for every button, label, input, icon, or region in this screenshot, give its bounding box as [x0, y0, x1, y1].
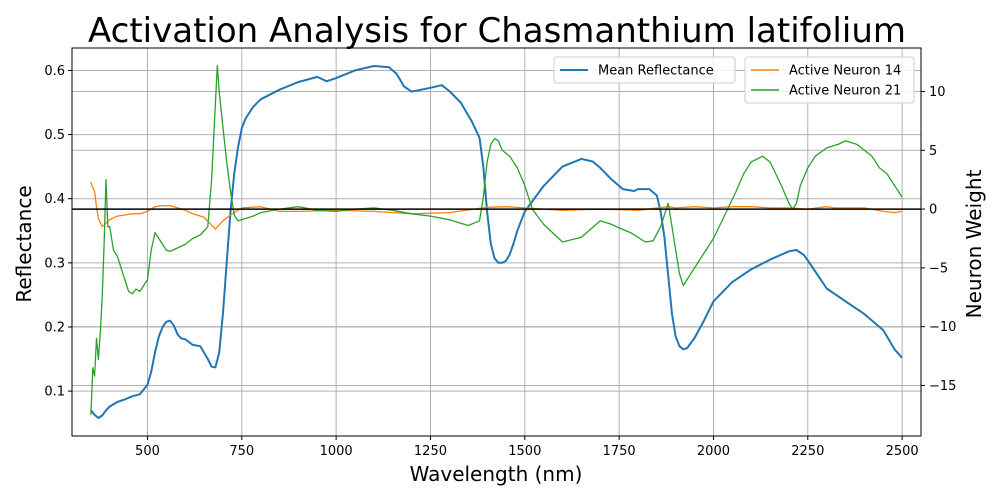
plot-frame — [71, 47, 922, 437]
x-tick-label: 1000 — [320, 444, 353, 459]
legend-left: Mean Reflectance — [553, 56, 736, 84]
series-line-mean-reflectance — [90, 65, 903, 419]
y-axis-label: Reflectance — [12, 185, 36, 302]
x-tick-label: 1500 — [508, 444, 541, 459]
x-tick-label: 2250 — [791, 444, 824, 459]
y2-tick-label: −15 — [929, 379, 956, 394]
series-line-active-neuron-21 — [90, 64, 903, 415]
x-tick-label: 500 — [135, 444, 160, 459]
legend-right: Active Neuron 14 Active Neuron 21 — [744, 56, 915, 104]
y-tick-label: 0.6 — [44, 64, 65, 79]
legend-label-neuron-21: Active Neuron 21 — [789, 84, 901, 99]
y2-tick-label: 5 — [929, 144, 937, 159]
plot-clip-group — [72, 64, 921, 419]
y2-axis-label: Neuron Weight — [962, 170, 986, 319]
y2-tick-label: 0 — [929, 203, 937, 218]
legend-right-box — [744, 56, 915, 104]
series-layer — [72, 64, 921, 419]
legend-label-neuron-14: Active Neuron 14 — [789, 64, 901, 79]
legend-label-mean-reflectance: Mean Reflectance — [598, 64, 714, 79]
y-tick-label: 0.2 — [44, 320, 65, 335]
chart-title: Activation Analysis for Chasmanthium lat… — [88, 11, 906, 51]
y2-tick-label: −10 — [929, 320, 956, 335]
x-tick-label: 1250 — [414, 444, 447, 459]
x-tick-label: 1750 — [603, 444, 636, 459]
y-axis-right: −15 −10 −5 0 5 10 — [921, 85, 956, 394]
y-tick-label: 0.3 — [44, 256, 65, 271]
x-axis: 500 750 1000 1250 1500 1750 2000 2250 2500 — [135, 436, 919, 459]
y-axis-left: 0.1 0.2 0.3 0.4 0.5 0.6 — [44, 64, 72, 400]
x-tick-label: 750 — [229, 444, 254, 459]
series-line-active-neuron-14 — [90, 181, 903, 230]
y2-tick-label: 10 — [929, 85, 946, 100]
legend-left-box — [553, 56, 736, 84]
y-tick-label: 0.4 — [44, 192, 65, 207]
x-axis-label: Wavelength (nm) — [410, 462, 583, 486]
y2-tick-label: −5 — [929, 261, 948, 276]
x-tick-label: 2500 — [886, 444, 919, 459]
y-tick-label: 0.5 — [44, 128, 65, 143]
x-tick-label: 2000 — [697, 444, 730, 459]
y-tick-label: 0.1 — [44, 385, 65, 400]
